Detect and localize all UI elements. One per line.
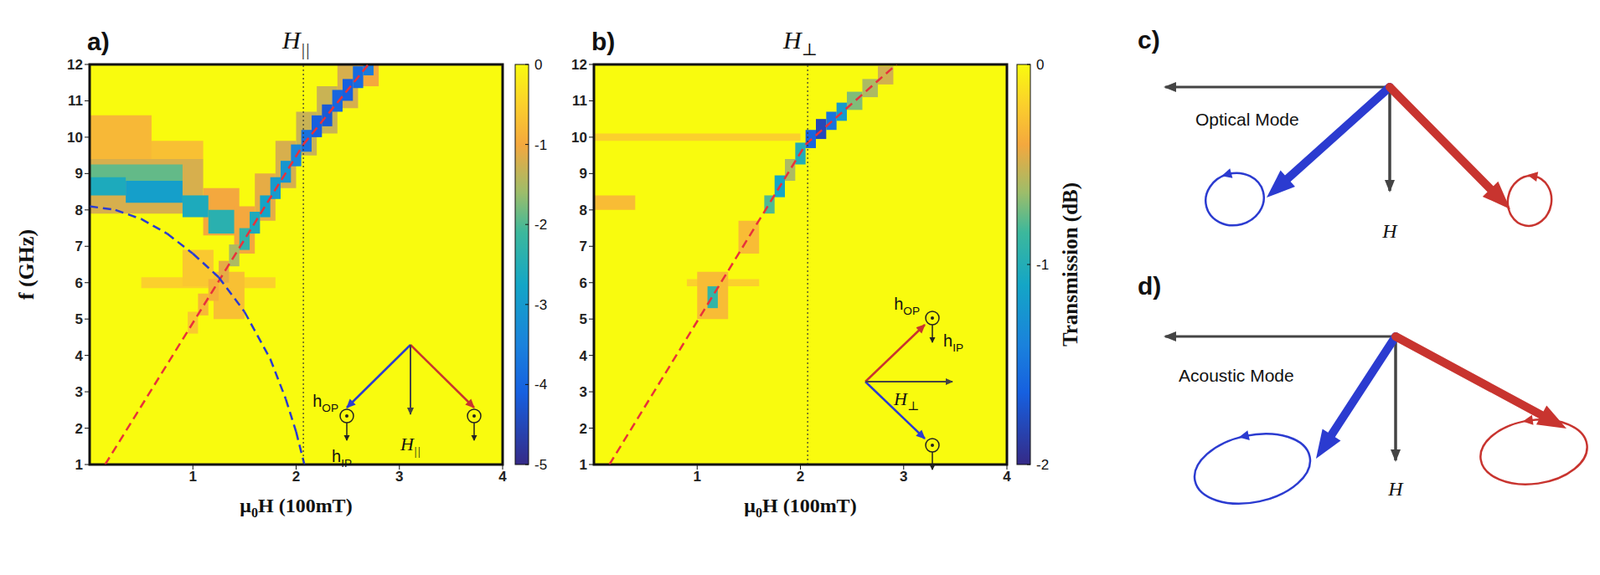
svg-text:H||: H||: [399, 433, 421, 459]
svg-text:0: 0: [534, 56, 542, 73]
svg-text:μ0H (100mT): μ0H (100mT): [743, 495, 857, 521]
svg-text:Optical Mode: Optical Mode: [1195, 109, 1300, 130]
svg-text:3: 3: [899, 469, 908, 486]
svg-text:1: 1: [693, 469, 702, 486]
svg-text:4: 4: [1002, 469, 1012, 486]
svg-text:-2: -2: [1036, 457, 1049, 474]
svg-text:H: H: [1387, 478, 1404, 501]
svg-text:5: 5: [75, 311, 83, 328]
svg-text:-1: -1: [1036, 257, 1049, 274]
svg-text:11: 11: [67, 92, 83, 109]
svg-text:3: 3: [579, 384, 588, 401]
svg-text:-5: -5: [534, 457, 548, 474]
svg-text:f (GHz): f (GHz): [14, 229, 39, 300]
svg-text:H⊥: H⊥: [782, 25, 818, 59]
svg-text:Transmission (dB): Transmission (dB): [1058, 182, 1083, 347]
svg-text:12: 12: [67, 56, 83, 73]
svg-text:hIP: hIP: [943, 331, 964, 355]
svg-text:4: 4: [498, 469, 507, 486]
svg-text:hIP: hIP: [331, 447, 352, 470]
svg-text:H: H: [1381, 220, 1399, 243]
svg-text:-1: -1: [534, 137, 548, 154]
svg-text:1: 1: [189, 469, 197, 486]
svg-text:11: 11: [572, 92, 588, 109]
svg-text:d): d): [1137, 272, 1162, 300]
svg-text:hOP: hOP: [893, 294, 920, 318]
svg-text:3: 3: [395, 469, 403, 486]
svg-text:9: 9: [579, 165, 588, 182]
svg-text:1: 1: [579, 457, 588, 474]
svg-text:10: 10: [67, 129, 83, 146]
svg-text:-2: -2: [534, 216, 548, 233]
svg-text:9: 9: [75, 165, 83, 182]
svg-text:8: 8: [75, 202, 83, 219]
svg-text:-3: -3: [534, 297, 548, 314]
svg-text:2: 2: [75, 421, 83, 438]
svg-text:10: 10: [571, 129, 588, 146]
svg-text:b): b): [591, 27, 615, 56]
svg-text:c): c): [1137, 25, 1161, 54]
svg-text:Acoustic Mode: Acoustic Mode: [1178, 366, 1295, 386]
svg-text:H⊥: H⊥: [892, 388, 919, 413]
svg-text:1: 1: [75, 457, 83, 474]
svg-text:2: 2: [579, 421, 588, 438]
svg-text:7: 7: [75, 238, 83, 255]
svg-text:H||: H||: [281, 25, 310, 60]
svg-text:3: 3: [75, 384, 83, 401]
svg-text:5: 5: [579, 311, 588, 328]
svg-text:μ0H (100mT): μ0H (100mT): [239, 495, 352, 521]
svg-text:6: 6: [579, 275, 588, 292]
svg-text:a): a): [87, 27, 110, 56]
svg-text:2: 2: [796, 469, 805, 486]
svg-text:0: 0: [1036, 56, 1044, 73]
svg-text:8: 8: [579, 202, 588, 219]
svg-text:2: 2: [292, 469, 300, 486]
svg-text:7: 7: [579, 238, 588, 255]
svg-text:hOP: hOP: [312, 392, 339, 415]
svg-text:-4: -4: [534, 376, 548, 393]
svg-text:4: 4: [579, 348, 589, 365]
svg-text:4: 4: [75, 348, 84, 365]
svg-text:12: 12: [571, 56, 588, 73]
svg-text:6: 6: [75, 275, 83, 292]
